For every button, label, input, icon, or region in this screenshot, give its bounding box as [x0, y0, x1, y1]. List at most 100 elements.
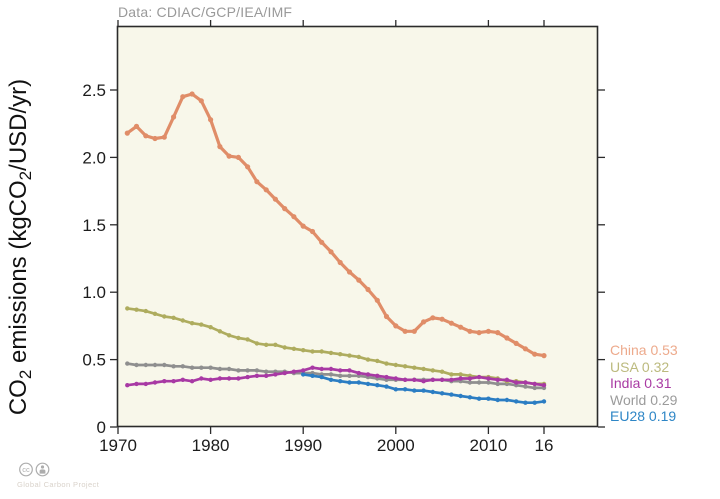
- data-point: [448, 320, 454, 326]
- data-point: [523, 380, 528, 385]
- data-point: [143, 133, 149, 139]
- data-point: [346, 269, 353, 275]
- data-point: [134, 381, 139, 387]
- data-point: [134, 362, 139, 368]
- data-point: [226, 333, 232, 338]
- legend: China 0.53 USA 0.32 India 0.31 World 0.29 EU…: [610, 342, 678, 425]
- data-point: [254, 179, 260, 185]
- data-point: [245, 337, 250, 342]
- data-point: [199, 322, 204, 327]
- data-point: [264, 369, 269, 374]
- data-point: [439, 369, 445, 374]
- data-point: [421, 379, 426, 384]
- y-axis-label-part: emissions (kgCO: [5, 180, 32, 369]
- data-point: [439, 391, 445, 396]
- series-markers-china: [124, 91, 547, 359]
- data-point: [476, 380, 482, 385]
- data-point: [476, 396, 482, 401]
- data-point: [310, 349, 315, 354]
- data-point: [347, 373, 352, 378]
- data-point: [513, 340, 519, 346]
- x-tick-label: 1970: [99, 436, 137, 455]
- y-tick-label: 2.5: [82, 81, 106, 100]
- data-point: [393, 323, 399, 329]
- data-point: [393, 362, 398, 368]
- data-point: [171, 315, 176, 320]
- data-point: [402, 328, 408, 334]
- license-footer: cc: [18, 461, 52, 483]
- data-point: [430, 315, 436, 321]
- x-tick-label: 1980: [192, 436, 230, 455]
- data-point: [282, 370, 287, 376]
- data-point: [171, 364, 176, 369]
- data-point: [208, 377, 213, 382]
- data-point: [273, 372, 278, 377]
- data-point: [264, 373, 269, 378]
- data-point: [217, 366, 223, 372]
- data-point: [374, 297, 380, 303]
- data-point: [319, 374, 324, 380]
- data-point: [125, 383, 130, 388]
- data-point: [161, 134, 167, 140]
- legend-entry-usa: USA 0.32: [610, 358, 670, 375]
- data-point: [532, 351, 538, 357]
- y-axis-label-subscript: 2: [16, 370, 35, 379]
- data-point: [375, 373, 380, 378]
- data-point: [319, 239, 325, 245]
- data-point: [143, 381, 148, 387]
- data-point: [291, 214, 297, 220]
- data-point: [384, 384, 389, 389]
- data-point: [458, 372, 463, 377]
- data-point: [263, 187, 269, 193]
- data-point: [226, 366, 232, 372]
- y-tick-label: 1.0: [82, 283, 106, 302]
- x-tick-label: 16: [535, 436, 554, 455]
- data-point: [134, 307, 139, 312]
- data-point: [198, 98, 204, 104]
- data-point: [495, 381, 500, 387]
- data-point: [208, 117, 214, 123]
- data-point: [226, 376, 232, 381]
- data-point: [180, 364, 185, 369]
- data-point: [467, 380, 473, 385]
- data-point: [245, 164, 251, 170]
- data-point: [532, 381, 537, 387]
- data-point: [504, 335, 510, 341]
- data-point: [384, 374, 389, 380]
- legend-entry-india: India 0.31: [610, 375, 672, 392]
- data-point: [124, 130, 130, 136]
- data-point: [485, 328, 491, 334]
- data-point: [523, 400, 528, 405]
- data-point: [486, 380, 491, 385]
- data-point: [439, 316, 445, 322]
- data-point: [180, 318, 185, 323]
- data-point: [411, 328, 417, 334]
- data-point: [458, 324, 464, 330]
- data-point: [301, 348, 306, 353]
- data-source-note: Data: CDIAC/GCP/IEA/IMF: [118, 4, 293, 20]
- data-point: [467, 328, 473, 334]
- data-point: [439, 377, 445, 382]
- data-point: [338, 379, 343, 384]
- data-point: [245, 368, 250, 373]
- data-point: [383, 313, 390, 320]
- data-point: [375, 383, 380, 388]
- data-point: [162, 314, 167, 319]
- data-point: [236, 335, 241, 341]
- series-line-world: [127, 362, 544, 390]
- data-point: [125, 361, 130, 366]
- data-point: [226, 153, 232, 159]
- data-point: [152, 362, 158, 368]
- data-point: [310, 373, 315, 378]
- data-point: [486, 376, 491, 381]
- data-point: [328, 377, 334, 382]
- data-point: [143, 308, 148, 314]
- data-point: [180, 377, 185, 382]
- series-markers-eu28: [301, 372, 547, 405]
- data-point: [365, 357, 371, 362]
- data-point: [541, 383, 547, 388]
- data-point: [421, 388, 426, 393]
- data-point: [393, 387, 398, 392]
- data-point: [449, 372, 454, 377]
